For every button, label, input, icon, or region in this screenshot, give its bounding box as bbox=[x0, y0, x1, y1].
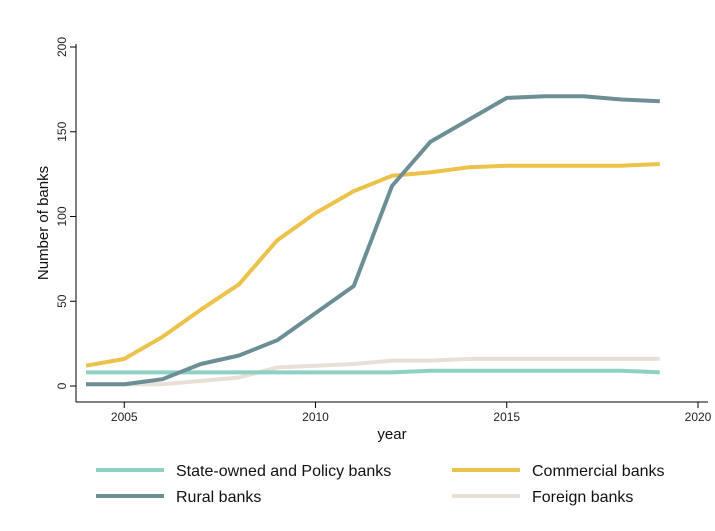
y-tick-label: 150 bbox=[55, 121, 69, 141]
y-tick-label: 200 bbox=[55, 37, 69, 57]
x-tick-label: 2015 bbox=[493, 410, 520, 424]
legend: State-owned and Policy banks Commercial b… bbox=[96, 463, 664, 506]
series-line-commercial-banks bbox=[85, 162, 660, 368]
plot-series bbox=[85, 94, 660, 387]
legend-item: Rural banks bbox=[96, 489, 261, 506]
x-axis-title: year bbox=[377, 426, 406, 443]
legend-label: State-owned and Policy banks bbox=[176, 463, 391, 480]
series-line-foreign-banks bbox=[86, 356, 660, 387]
x-tick-label: 2020 bbox=[685, 410, 712, 424]
series-line-rural-banks bbox=[86, 94, 660, 387]
x-tick-label: 2010 bbox=[302, 410, 329, 424]
legend-label: Foreign banks bbox=[532, 489, 633, 506]
legend-item: Commercial banks bbox=[452, 463, 664, 480]
y-tick-label: 100 bbox=[55, 206, 69, 226]
y-axis-title: Number of banks bbox=[35, 166, 52, 280]
legend-item: Foreign banks bbox=[452, 489, 633, 506]
y-tick-label: 50 bbox=[55, 294, 69, 308]
legend-label: Commercial banks bbox=[532, 463, 664, 480]
y-tick-label: 0 bbox=[55, 382, 69, 389]
legend-item: State-owned and Policy banks bbox=[96, 463, 391, 480]
legend-label: Rural banks bbox=[176, 489, 261, 506]
x-axis-ticks: 2005 2010 2015 2020 bbox=[111, 402, 712, 424]
y-axis-ticks: 0 50 100 150 200 bbox=[55, 37, 76, 389]
series-line-state-owned-and-policy-banks bbox=[86, 368, 660, 375]
x-tick-label: 2005 bbox=[111, 410, 138, 424]
